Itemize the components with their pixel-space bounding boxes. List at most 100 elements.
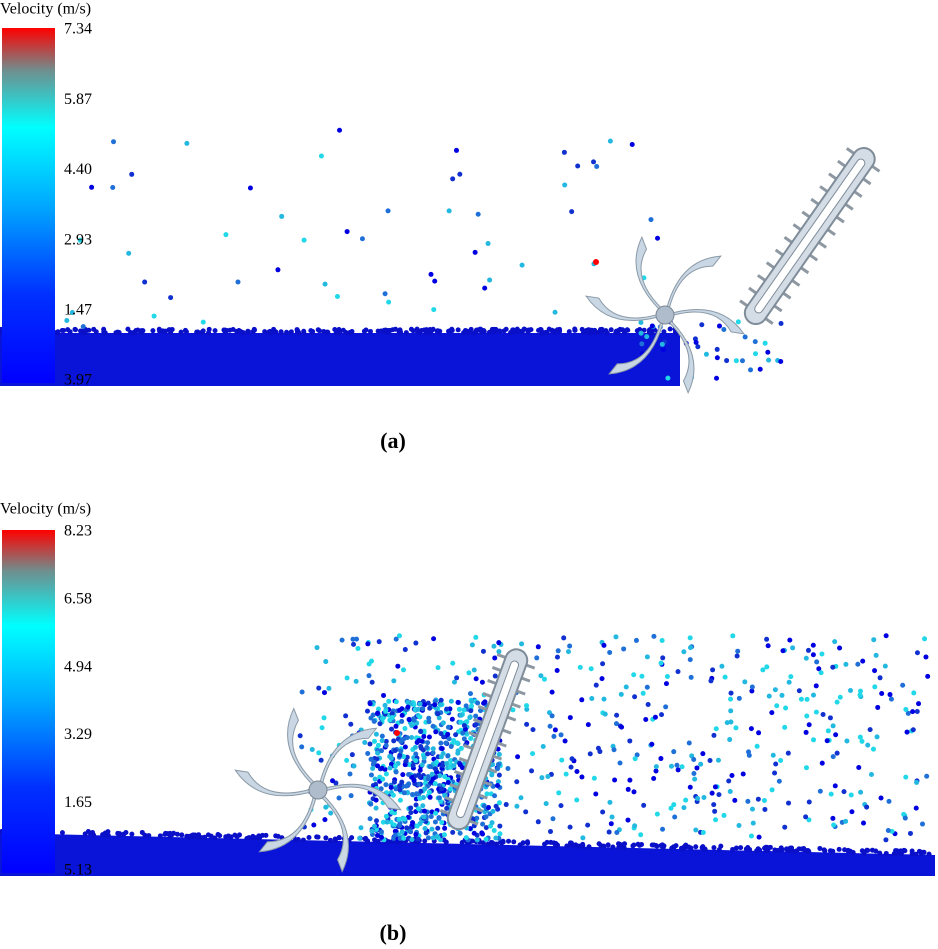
particle [655, 235, 661, 241]
particle [392, 763, 398, 769]
particle [637, 842, 643, 848]
particle [454, 675, 460, 681]
particle [279, 213, 285, 219]
particle [168, 295, 174, 301]
particle [658, 756, 664, 762]
particle [579, 774, 585, 780]
particle [550, 816, 556, 822]
particle [715, 757, 721, 763]
particle [592, 327, 598, 333]
particle [368, 756, 374, 762]
particle [772, 770, 778, 776]
particle [822, 848, 828, 854]
wheel-blade [635, 235, 672, 318]
particle [328, 810, 334, 816]
particle [438, 697, 444, 703]
particle [466, 670, 472, 676]
particle [383, 738, 389, 744]
particle [591, 159, 597, 165]
particle [633, 637, 639, 643]
particle [467, 715, 473, 721]
particle [457, 830, 463, 836]
particle [373, 797, 379, 803]
colorbar-label: 1.65 [64, 794, 92, 811]
particle [844, 738, 850, 744]
particle [544, 839, 550, 845]
particle [425, 328, 431, 334]
particle [830, 754, 836, 760]
particle [398, 738, 404, 744]
particle [639, 341, 645, 347]
particle [349, 835, 355, 841]
particle [688, 674, 694, 680]
particle [296, 330, 302, 336]
particle [123, 829, 129, 835]
particle [439, 820, 445, 826]
particle [497, 823, 503, 829]
particle [366, 661, 372, 667]
particle [836, 846, 842, 852]
particle [139, 330, 145, 336]
particle [699, 322, 705, 328]
particle [920, 821, 926, 827]
particle [318, 757, 324, 763]
wheel-blade [312, 783, 402, 811]
particle [769, 787, 775, 793]
particle [415, 706, 421, 712]
particle [247, 185, 253, 191]
particle [653, 768, 659, 774]
particle [824, 738, 830, 744]
particle [322, 281, 328, 287]
particle [752, 339, 758, 345]
particle [510, 327, 516, 333]
particle [834, 699, 840, 705]
colorbar-label: 1.47 [64, 301, 92, 318]
particle [471, 830, 477, 836]
particle [102, 330, 108, 336]
particle [408, 805, 414, 811]
particle [804, 696, 810, 702]
particle [714, 375, 720, 381]
particle [729, 773, 735, 779]
particle [714, 346, 720, 352]
particle [453, 147, 459, 153]
particle [716, 847, 722, 853]
particle [774, 703, 780, 709]
particle [444, 761, 450, 767]
particle [877, 675, 883, 681]
particle [638, 319, 644, 325]
particle [169, 326, 175, 332]
particle [711, 732, 717, 738]
particle [859, 738, 865, 744]
particle [848, 792, 854, 798]
particle [457, 171, 463, 177]
particle [663, 681, 669, 687]
particle [374, 711, 380, 717]
particle [440, 720, 446, 726]
particle [373, 731, 379, 737]
particle [687, 645, 693, 651]
particle [469, 703, 475, 709]
particle [857, 692, 863, 698]
particle [722, 674, 728, 680]
particle [756, 834, 762, 840]
particle [469, 642, 475, 648]
particle [386, 698, 392, 704]
particle [883, 633, 889, 639]
particle [524, 703, 530, 709]
particle [653, 764, 659, 770]
particle [663, 704, 669, 710]
particle [375, 838, 381, 844]
particle [563, 771, 569, 777]
particle [548, 839, 554, 845]
particle [849, 809, 855, 815]
particle [817, 845, 823, 851]
particle [618, 691, 624, 697]
particle [887, 692, 893, 698]
particle [732, 797, 738, 803]
particle [529, 768, 535, 774]
particle [483, 825, 489, 831]
particle [55, 329, 61, 335]
particle [724, 358, 730, 364]
particle [432, 766, 438, 772]
